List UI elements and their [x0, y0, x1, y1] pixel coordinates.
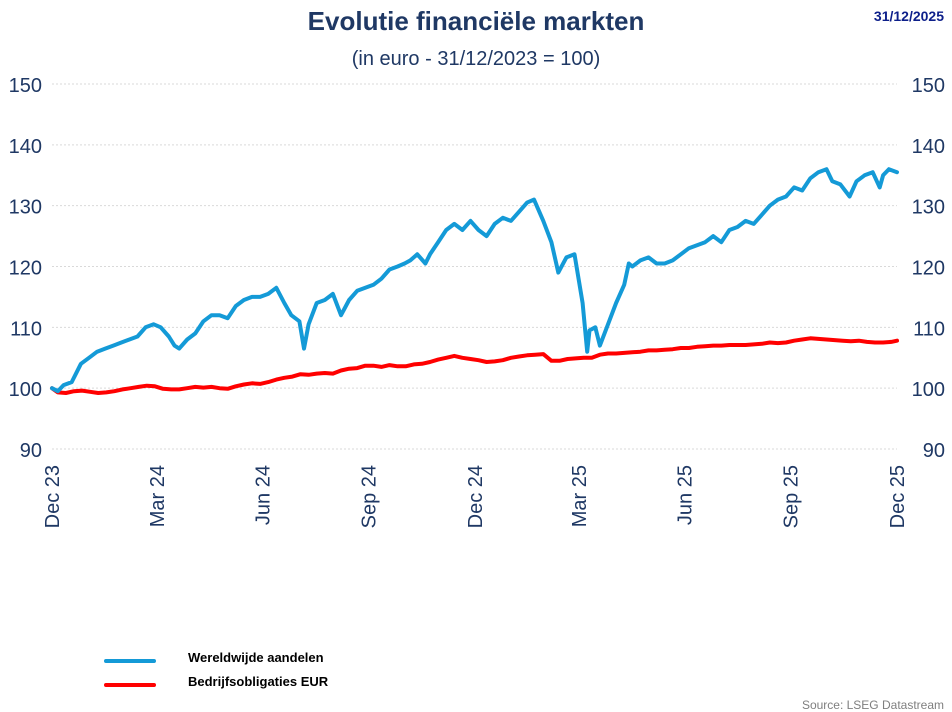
source-note: Source: LSEG Datastream [801, 698, 944, 712]
y-tick-label-left: 140 [9, 136, 42, 158]
y-tick-label-left: 90 [20, 440, 42, 462]
y-tick-label-right: 120 [912, 258, 945, 280]
y-tick-label-left: 150 [9, 75, 42, 97]
y-tick-label-right: 100 [912, 379, 945, 401]
series-line-equities [50, 167, 899, 394]
x-tick-label: Mar 24 [147, 465, 169, 527]
legend-swatch-bonds [104, 683, 156, 687]
legend-swatch-equities [104, 659, 156, 663]
y-tick-label-left: 110 [10, 318, 42, 340]
y-tick-label-right: 90 [923, 440, 945, 462]
x-tick-label: Dec 23 [42, 465, 64, 528]
series-line-bonds [50, 336, 899, 395]
y-tick-label-left: 100 [9, 379, 42, 401]
y-tick-label-right: 140 [912, 136, 945, 158]
line-chart: 90 90 100 100 110 110 120 120 130 130 140 140 150 150… [9, 75, 945, 528]
report-date: 31/12/2025 [873, 8, 944, 24]
legend-label-equities: Wereldwijde aandelen [188, 650, 324, 665]
x-tick-label: Dec 24 [465, 465, 487, 528]
y-tick-label-left: 120 [9, 258, 42, 280]
x-tick-label: Dec 25 [887, 465, 909, 528]
y-tick-label-left: 130 [9, 197, 42, 219]
x-tick-label: Sep 25 [781, 465, 803, 528]
y-tick-label-right: 110 [913, 318, 945, 340]
x-tick-label: Mar 25 [569, 465, 591, 527]
chart-subtitle: (in euro - 31/12/2023 = 100) [351, 48, 601, 70]
y-tick-label-right: 150 [912, 75, 945, 97]
x-tick-label: Jun 25 [674, 465, 696, 525]
legend-label-bonds: Bedrijfsobligaties EUR [188, 674, 329, 689]
x-tick-label: Jun 24 [252, 465, 274, 525]
chart-title: Evolutie financiële markten [307, 6, 645, 36]
x-tick-label: Sep 24 [359, 465, 381, 528]
y-tick-label-right: 130 [912, 197, 945, 219]
